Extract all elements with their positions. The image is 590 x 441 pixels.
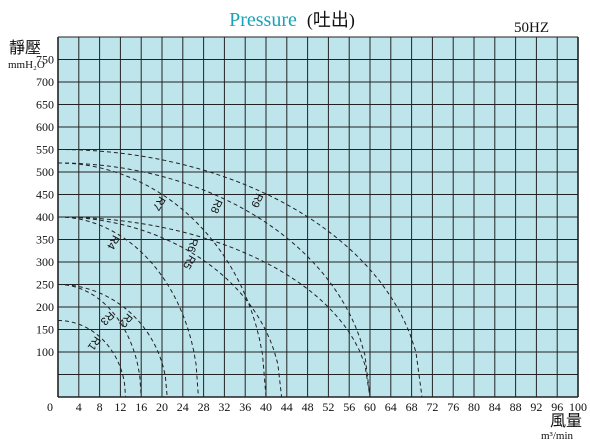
y-tick-label: 600	[36, 120, 54, 134]
x-tick-label: 28	[198, 400, 210, 414]
y-tick-label: 650	[36, 98, 54, 112]
curve-label-r8: R8	[208, 197, 225, 215]
x-axis-label: 風量	[550, 413, 582, 430]
x-tick-label: 56	[343, 400, 355, 414]
y-tick-label: 400	[36, 210, 54, 224]
curve-r6	[57, 216, 371, 398]
x-tick-label: 12	[114, 400, 126, 414]
y-tick-label: 550	[36, 143, 54, 157]
y-tick-labels: 100 150 200 250 300 350 400 450 500 550 600 650 700 7…	[36, 53, 54, 360]
y-tick-label: 500	[36, 165, 54, 179]
y-axis-unit: mmH₂O	[8, 59, 45, 71]
x-tick-label: 96	[551, 400, 563, 414]
x-tick-label: 84	[489, 400, 501, 414]
curve-label-r4: R4	[104, 233, 121, 251]
y-tick-label: 750	[36, 53, 54, 67]
y-tick-label: 200	[36, 300, 54, 314]
curve-group	[57, 149, 423, 398]
x-origin-label: 0	[47, 400, 53, 414]
x-tick-label: 4	[76, 400, 82, 414]
curve-r7	[57, 162, 267, 398]
x-tick-label: 8	[97, 400, 103, 414]
x-tick-label: 32	[218, 400, 230, 414]
curve-label-r6: R6	[184, 237, 199, 254]
chart-title: Pressure (吐出)	[229, 9, 355, 31]
y-tick-label: 250	[36, 278, 54, 292]
curve-r8	[57, 162, 371, 398]
x-tick-label: 72	[426, 400, 438, 414]
frequency-label: 50HZ	[514, 20, 549, 36]
y-tick-label: 100	[36, 345, 54, 359]
x-tick-label: 80	[468, 400, 480, 414]
y-tick-label: 450	[36, 188, 54, 202]
x-tick-label: 48	[302, 400, 314, 414]
curve-label-r9: R9	[248, 191, 265, 209]
curve-r3	[57, 284, 142, 398]
y-tick-label: 700	[36, 75, 54, 89]
x-tick-label: 60	[364, 400, 376, 414]
curve-r2	[57, 284, 168, 398]
x-tick-label: 16	[135, 400, 147, 414]
x-tick-label: 88	[510, 400, 522, 414]
chart-title-cn: (吐出)	[307, 10, 355, 31]
grid-lines	[57, 36, 579, 398]
x-tick-label: 20	[156, 400, 168, 414]
x-tick-label: 100	[569, 400, 587, 414]
curve-r9	[57, 149, 423, 398]
x-tick-label: 40	[260, 400, 272, 414]
y-tick-label: 150	[36, 323, 54, 337]
x-tick-label: 52	[322, 400, 334, 414]
x-tick-label: 44	[281, 400, 293, 414]
curve-r4	[57, 216, 199, 398]
x-tick-labels: 0 4 8 12 16 20 24 28 32 36 40 44 48 52 56 60 64 68 72 76 80 8…	[47, 400, 587, 414]
x-tick-label: 76	[447, 400, 459, 414]
y-tick-label: 350	[36, 233, 54, 247]
x-tick-label: 24	[177, 400, 189, 414]
x-tick-label: 92	[530, 400, 542, 414]
x-tick-label: 64	[385, 400, 397, 414]
y-tick-label: 300	[36, 255, 54, 269]
chart-title-en: Pressure	[229, 9, 297, 31]
curve-r5	[57, 216, 283, 398]
x-tick-label: 36	[239, 400, 251, 414]
curve-r1	[57, 320, 127, 398]
x-axis-unit: m³/min	[541, 430, 574, 441]
y-axis-label: 靜壓	[9, 39, 41, 57]
x-tick-label: 68	[406, 400, 418, 414]
